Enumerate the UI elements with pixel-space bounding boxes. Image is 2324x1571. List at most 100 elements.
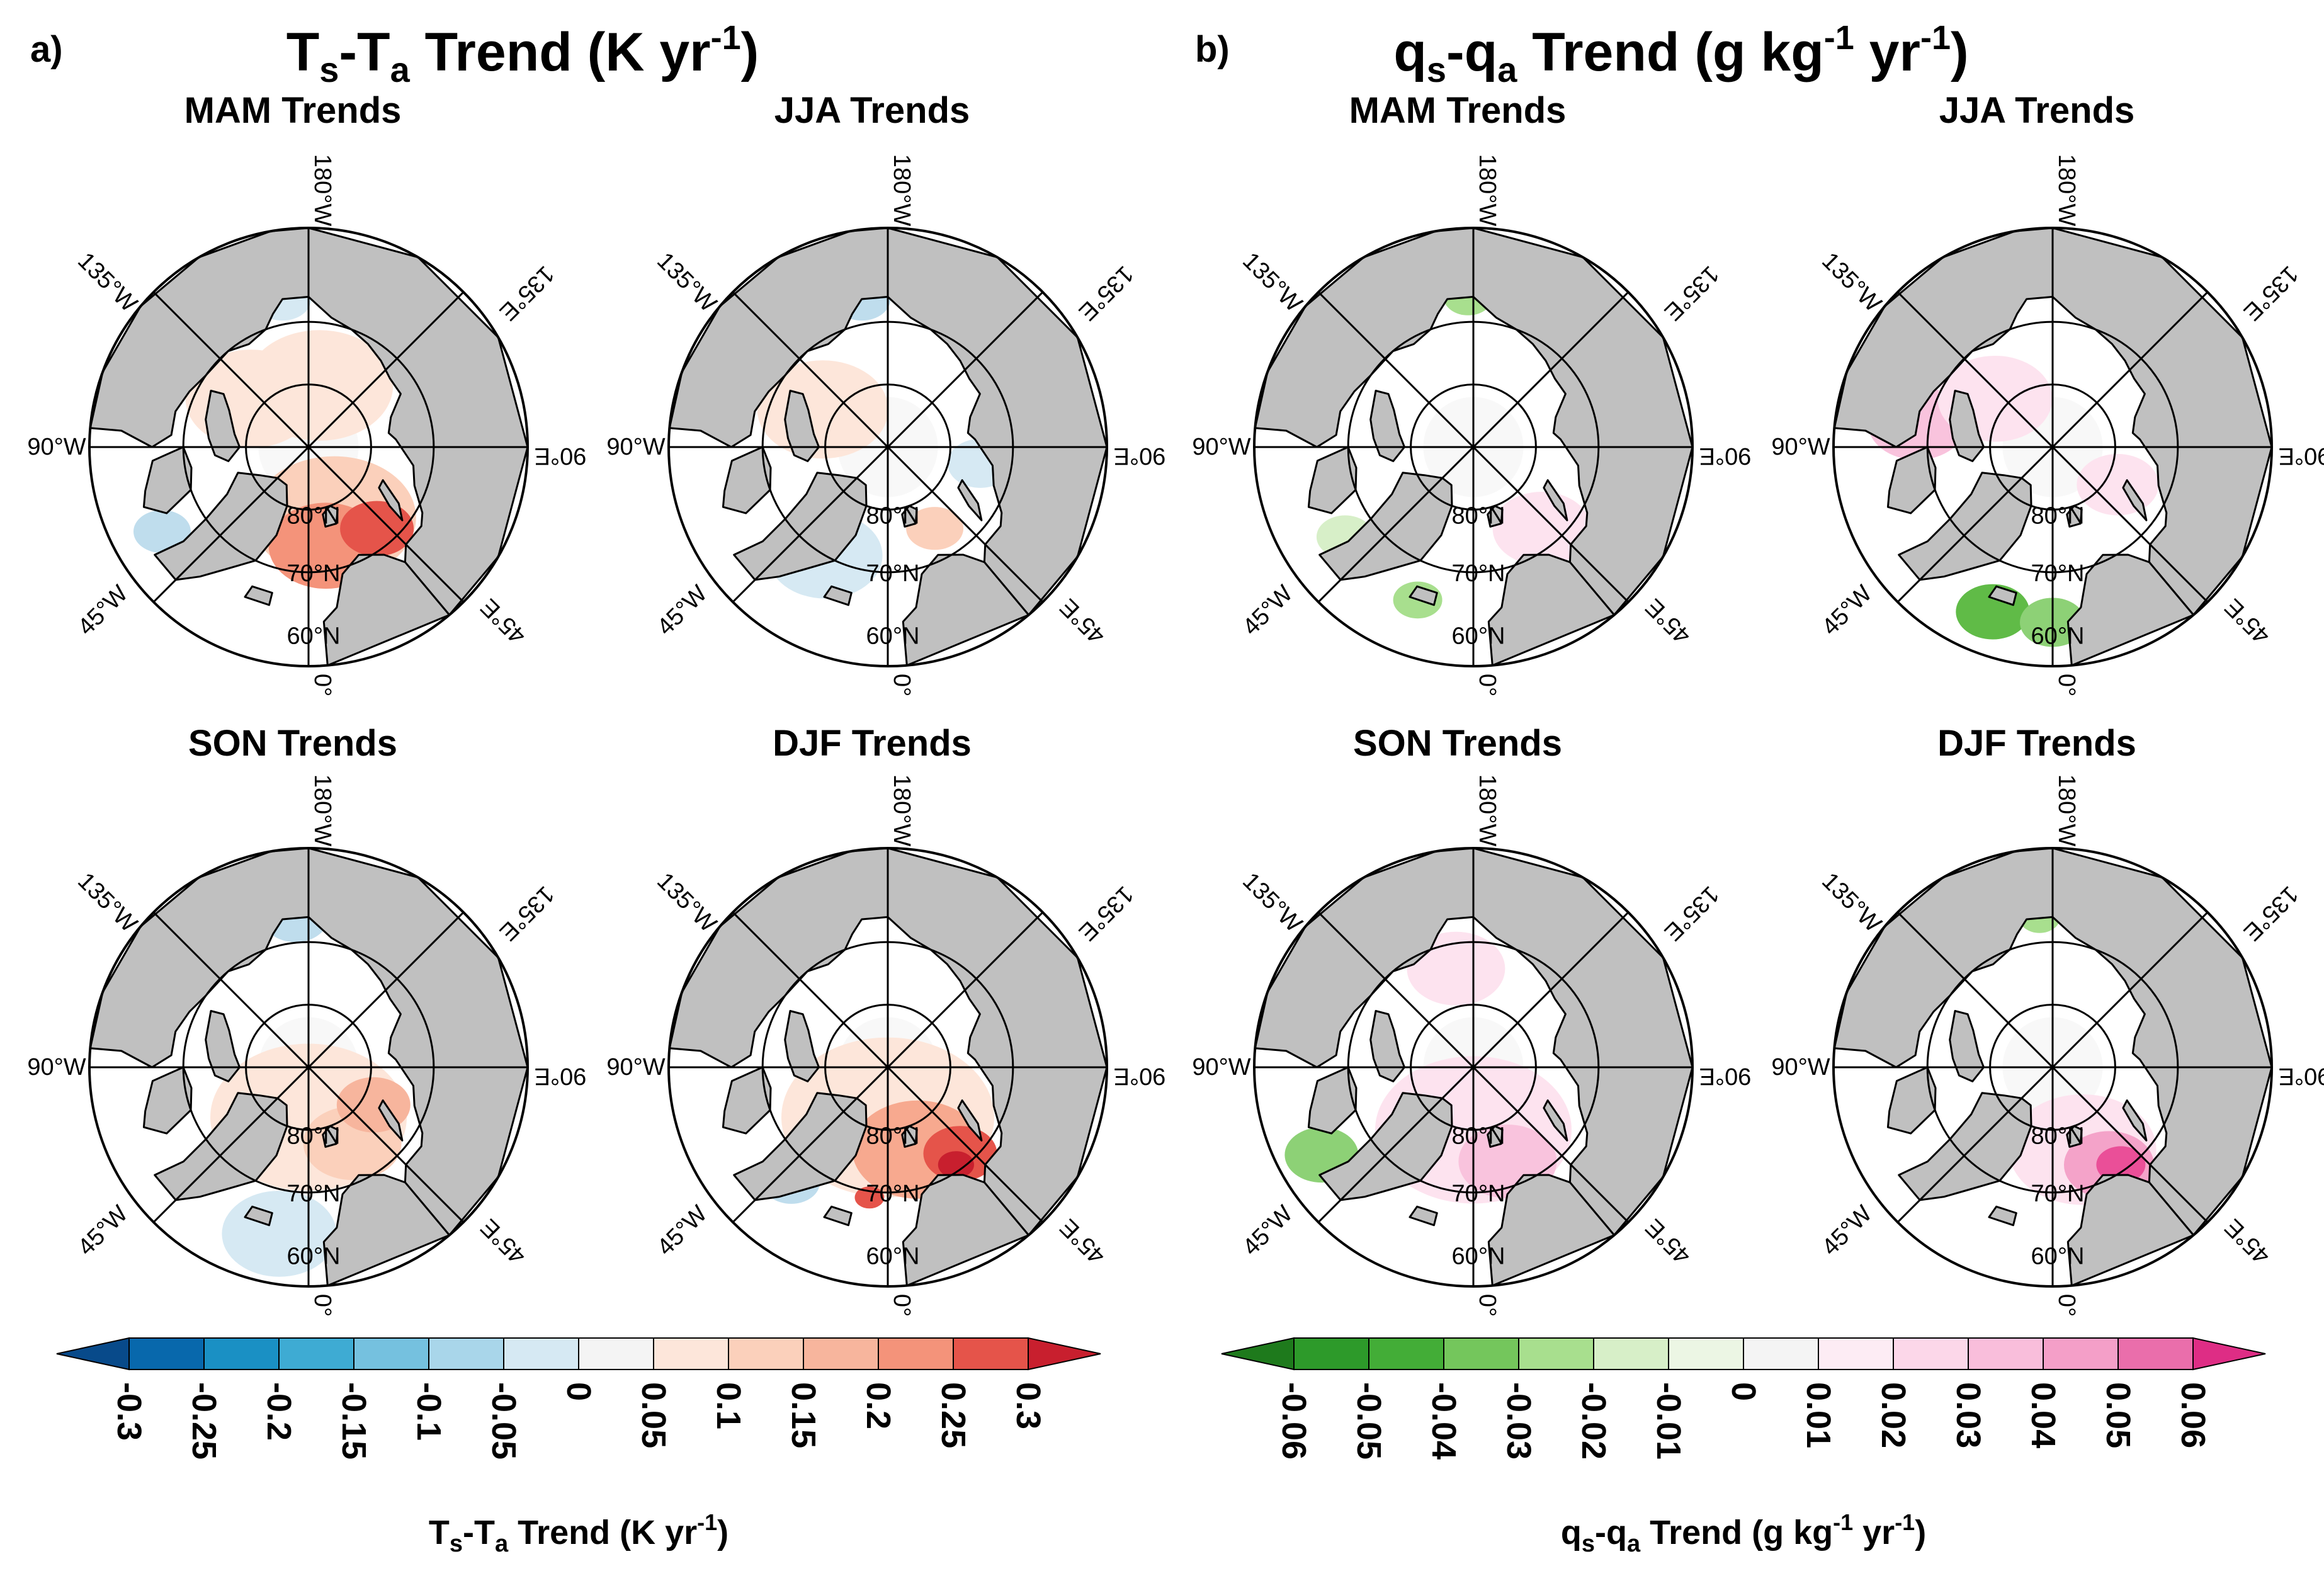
lon-label-45e: 45°E bbox=[1640, 1213, 1696, 1269]
lon-label-90e: 90°E bbox=[535, 1063, 587, 1089]
lon-label-180: 180°W bbox=[309, 774, 336, 847]
colorbar-tick: 0.2 bbox=[859, 1382, 897, 1429]
lat-label-80: 80°N bbox=[2031, 1123, 2085, 1149]
lon-label-90w: 90°W bbox=[27, 1054, 86, 1080]
colorbar-tick: -0.2 bbox=[260, 1382, 298, 1441]
lon-label-45e: 45°E bbox=[475, 593, 531, 649]
land-mass bbox=[142, 446, 193, 514]
lon-label-90w: 90°W bbox=[27, 434, 86, 460]
panel-title: qs-qa Trend (g kg-1 yr-1) bbox=[1393, 19, 1968, 89]
trend-patch bbox=[340, 501, 414, 557]
colorbar-tick: 0.01 bbox=[1800, 1382, 1837, 1448]
colorbar: -0.3 -0.25 -0.2 -0.15 -0.1 -0.05 0 0.05 0.1 0.15 0… bbox=[56, 1337, 1101, 1557]
land-mass bbox=[378, 479, 404, 521]
colorbar-segment bbox=[428, 1337, 504, 1370]
lon-label-45e: 45°E bbox=[2219, 593, 2275, 649]
land-mass bbox=[1898, 472, 2032, 581]
lon-label-135e: 135°E bbox=[2238, 881, 2303, 946]
season-title: JJA Trends bbox=[1939, 90, 2135, 131]
colorbar-tick: -0.15 bbox=[335, 1382, 373, 1460]
lon-label-90e: 90°E bbox=[2279, 1063, 2324, 1089]
land-mass bbox=[205, 1010, 241, 1082]
lon-label-135e: 135°E bbox=[1659, 881, 1724, 946]
land-mass bbox=[244, 1205, 273, 1227]
lat-label-70: 70°N bbox=[2031, 1181, 2085, 1207]
colorbar-segment bbox=[878, 1337, 954, 1370]
season-title: JJA Trends bbox=[774, 90, 970, 131]
lat-label-70: 70°N bbox=[287, 560, 341, 587]
map-mam: MAM Trends 180°W 135°W 135°E 90°W 90°E 45°W 45°… bbox=[1192, 90, 1751, 696]
land-mass bbox=[2051, 848, 2272, 1237]
land-mass bbox=[823, 1205, 853, 1227]
map-border bbox=[1253, 227, 1694, 667]
colorbar-tick: -0.1 bbox=[410, 1382, 448, 1441]
land-mass bbox=[205, 390, 241, 462]
colorbar-segment bbox=[653, 1337, 729, 1370]
lat-label-60: 60°N bbox=[1452, 1243, 1505, 1269]
meridian-line bbox=[1896, 291, 2209, 603]
meridian-line bbox=[152, 291, 465, 603]
meridian-line bbox=[732, 911, 1044, 1223]
trend-patch bbox=[1492, 492, 1591, 565]
colorbar-segment bbox=[1818, 1337, 1894, 1370]
colorbar-segment bbox=[803, 1337, 879, 1370]
map-border bbox=[1253, 847, 1694, 1288]
land-mass bbox=[901, 1125, 918, 1148]
lon-label-0: 0° bbox=[2053, 674, 2080, 696]
lon-label-45w: 45°W bbox=[1817, 1201, 1878, 1261]
colorbar: -0.06 -0.05 -0.04 -0.03 -0.02 -0.01 0 0.01 0.02 0… bbox=[1221, 1337, 2266, 1557]
lon-label-135e: 135°E bbox=[494, 261, 559, 326]
land-mass bbox=[1472, 848, 1692, 1237]
colorbar-segment bbox=[353, 1337, 429, 1370]
meridian-line bbox=[1317, 911, 1630, 1223]
colorbar-segment bbox=[278, 1337, 354, 1370]
colorbar-tick: 0.25 bbox=[934, 1382, 972, 1448]
season-title: DJF Trends bbox=[773, 723, 972, 764]
panel-tag: b) bbox=[1195, 29, 1230, 70]
colorbar-tick: -0.25 bbox=[185, 1382, 223, 1460]
land-mass bbox=[1409, 585, 1438, 606]
lon-label-180: 180°W bbox=[309, 154, 336, 227]
meridian-line bbox=[732, 291, 1044, 603]
land-mass bbox=[142, 1066, 193, 1135]
lon-label-180: 180°W bbox=[888, 774, 915, 847]
land-mass bbox=[887, 228, 1107, 616]
land-mass bbox=[784, 390, 820, 462]
lat-label-70: 70°N bbox=[866, 1181, 920, 1207]
lon-label-90w: 90°W bbox=[1192, 434, 1250, 460]
lat-label-60: 60°N bbox=[1452, 623, 1505, 649]
lat-label-60: 60°N bbox=[866, 623, 920, 649]
land-mass bbox=[378, 1099, 404, 1142]
lon-label-45e: 45°E bbox=[475, 1213, 531, 1269]
lon-label-45w: 45°W bbox=[652, 581, 713, 641]
land-mass bbox=[154, 1092, 288, 1201]
lon-label-45e: 45°E bbox=[1055, 593, 1110, 649]
colorbar-tick: -0.03 bbox=[1500, 1382, 1538, 1460]
lon-label-0: 0° bbox=[309, 1294, 336, 1317]
lon-label-45w: 45°W bbox=[73, 581, 133, 641]
lat-label-60: 60°N bbox=[866, 1243, 920, 1269]
colorbar-tick: 0 bbox=[560, 1382, 598, 1401]
land-mass bbox=[957, 1099, 983, 1142]
land-mass bbox=[1949, 390, 1985, 462]
panel-title: Ts-Ta Trend (K yr-1) bbox=[286, 19, 759, 89]
lon-label-90e: 90°E bbox=[1114, 1063, 1166, 1089]
lon-label-90e: 90°E bbox=[2279, 443, 2324, 469]
colorbar-tick: -0.05 bbox=[1350, 1382, 1388, 1460]
lon-label-180: 180°W bbox=[888, 154, 915, 227]
colorbar-segment bbox=[128, 1337, 205, 1370]
land-mass bbox=[1487, 1174, 1616, 1286]
colorbar-segment bbox=[1518, 1337, 1594, 1370]
colorbar-tick: 0.3 bbox=[1009, 1382, 1047, 1429]
land-mass bbox=[1487, 504, 1504, 528]
land-mass bbox=[1988, 1205, 2017, 1227]
lon-label-0: 0° bbox=[1474, 1294, 1500, 1317]
land-mass bbox=[1949, 1010, 1985, 1082]
map-son: SON Trends 180°W 135°W 135°E 90°W 90°E 45°W 45°… bbox=[1192, 723, 1751, 1317]
colorbar-tick: 0.05 bbox=[2099, 1382, 2137, 1448]
land-mass bbox=[1307, 1066, 1358, 1135]
map-border bbox=[88, 847, 529, 1288]
lon-label-135w: 135°W bbox=[1237, 868, 1307, 938]
colorbar-segment bbox=[1443, 1337, 1519, 1370]
season-title: DJF Trends bbox=[1937, 723, 2136, 764]
